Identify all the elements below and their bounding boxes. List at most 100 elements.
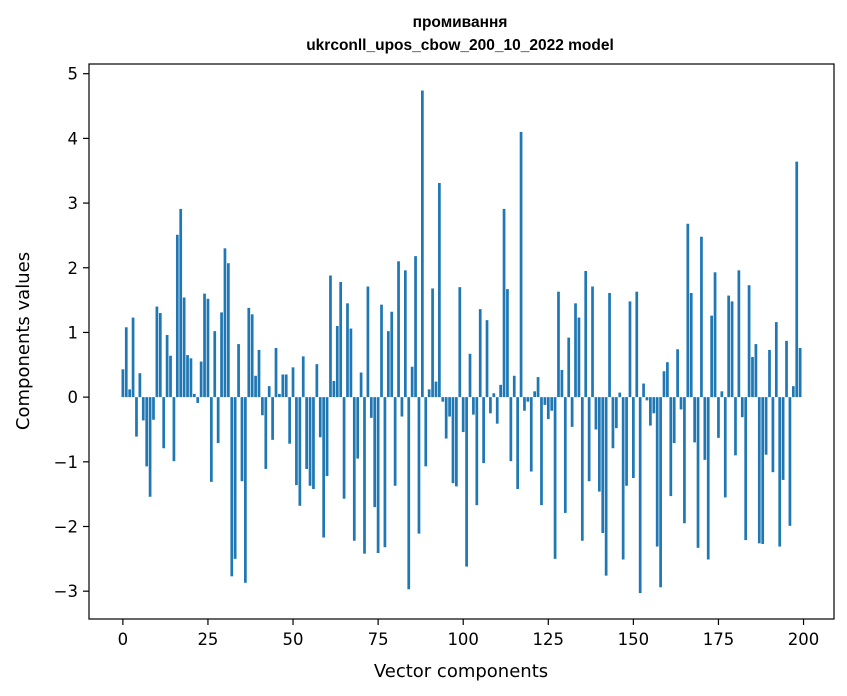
bar xyxy=(162,397,166,449)
bar xyxy=(356,397,360,459)
bar xyxy=(206,298,210,398)
bar xyxy=(774,322,778,398)
x-tick-label: 200 xyxy=(788,630,820,649)
bar xyxy=(475,397,479,506)
bar xyxy=(655,397,659,547)
bar xyxy=(597,397,601,492)
bar xyxy=(288,397,291,444)
bar xyxy=(312,397,315,489)
chart-title: промивання xyxy=(413,14,508,31)
bar xyxy=(706,397,710,560)
bar xyxy=(785,340,788,398)
bar xyxy=(516,397,520,489)
bar xyxy=(740,397,744,418)
bar xyxy=(121,369,125,398)
bar xyxy=(424,397,428,467)
bar xyxy=(244,397,247,583)
bar xyxy=(298,397,302,506)
bar xyxy=(594,397,598,430)
bar xyxy=(325,397,329,477)
bar xyxy=(489,397,492,414)
x-tick-label: 25 xyxy=(197,630,218,649)
bar xyxy=(686,223,690,398)
bar xyxy=(798,347,802,398)
bar xyxy=(386,331,390,398)
bar xyxy=(710,315,714,398)
bar xyxy=(649,397,652,426)
bar xyxy=(352,397,356,541)
bar xyxy=(393,397,397,486)
bar xyxy=(216,397,220,444)
bar xyxy=(472,397,475,415)
bar xyxy=(492,393,496,398)
x-tick-label: 75 xyxy=(368,630,389,649)
bar xyxy=(257,349,261,398)
x-tick-label: 175 xyxy=(703,630,735,649)
y-tick-label: 3 xyxy=(68,194,79,213)
bar xyxy=(795,161,799,398)
bar xyxy=(322,397,326,538)
bar xyxy=(305,397,308,469)
bar xyxy=(148,397,152,497)
bar xyxy=(383,397,387,548)
bar xyxy=(342,397,346,499)
x-axis-label: Vector components xyxy=(374,661,548,682)
bar xyxy=(587,397,591,482)
y-tick-label: −3 xyxy=(54,582,78,601)
bar xyxy=(642,383,645,398)
bar xyxy=(308,397,312,486)
bar xyxy=(659,397,662,588)
bar xyxy=(529,397,533,472)
bar xyxy=(506,289,509,398)
bar xyxy=(611,397,615,449)
bar xyxy=(359,372,363,398)
bar xyxy=(744,397,748,541)
bar xyxy=(666,362,669,398)
plot-frame xyxy=(88,63,835,620)
bar xyxy=(632,397,635,478)
bar xyxy=(625,397,628,486)
bar xyxy=(172,397,176,462)
bar xyxy=(717,397,720,438)
bar xyxy=(427,389,431,398)
chart-subtitle: ukrconll_upos_cbow_200_10_2022 model xyxy=(306,37,614,54)
bar xyxy=(254,375,257,398)
bar xyxy=(628,301,632,398)
bar xyxy=(315,364,319,398)
bar xyxy=(169,355,172,398)
bar xyxy=(703,397,707,460)
bar xyxy=(584,270,588,398)
bar xyxy=(621,397,625,560)
bar xyxy=(407,397,411,590)
bar xyxy=(179,208,183,398)
y-tick-label: 4 xyxy=(68,129,79,148)
bar xyxy=(141,397,145,421)
bar xyxy=(499,384,502,398)
bar xyxy=(250,314,254,398)
bar xyxy=(543,397,547,405)
bar xyxy=(608,292,611,398)
bar xyxy=(509,397,513,462)
bar xyxy=(339,281,343,398)
x-tick-label: 50 xyxy=(283,630,304,649)
bar xyxy=(689,292,693,398)
bar xyxy=(757,397,761,544)
bar xyxy=(220,312,223,398)
bar xyxy=(727,295,731,398)
bar xyxy=(540,397,543,506)
bar xyxy=(186,355,189,398)
bar xyxy=(768,349,771,398)
bar xyxy=(700,236,703,398)
bar xyxy=(468,353,472,398)
bar xyxy=(618,392,622,398)
bar xyxy=(635,291,639,398)
bar xyxy=(567,337,571,398)
bar xyxy=(227,263,230,398)
bar xyxy=(165,335,169,398)
bar xyxy=(237,344,240,398)
bar xyxy=(448,397,451,417)
bar xyxy=(284,374,288,398)
bar xyxy=(390,311,394,398)
bar xyxy=(192,393,196,398)
